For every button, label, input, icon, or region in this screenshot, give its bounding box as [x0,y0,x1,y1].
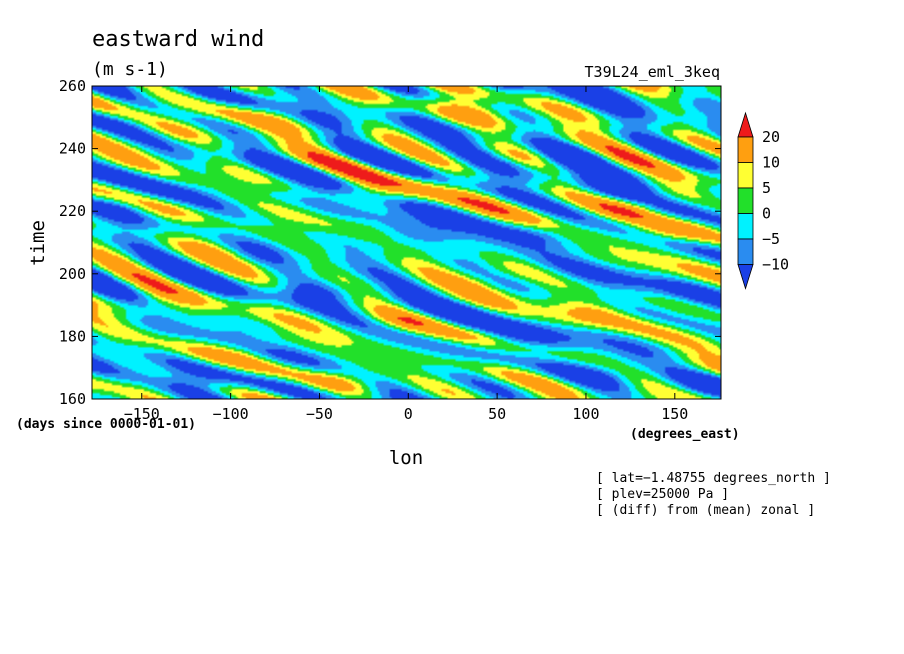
x-tick-label: 0 [404,405,413,423]
y-tick-label: 200 [59,265,86,283]
colorbar: 20 10 5 0 −5 −10 [737,111,789,290]
colorbar-label: 20 [762,128,780,146]
x-units-label: (degrees_east) [630,427,740,442]
y-tick-label: 160 [59,390,86,408]
colorbar-label: −10 [762,256,789,274]
x-tick-label: −50 [306,405,333,423]
y-tick-label: 180 [59,327,86,345]
y-tick-label: 220 [59,202,86,220]
y-axis: 160 180 200 220 240 260 [59,77,721,408]
x-tick-label: 150 [661,405,688,423]
x-tick-label: −150 [124,405,160,423]
annotation-notes: [ lat=−1.48755 degrees_north ] [ plev=25… [596,471,831,518]
colorbar-extend-low [737,264,754,290]
wind-heatmap [92,86,721,399]
dataset-label: T39L24_eml_3keq [585,63,720,81]
colorbar-segment [737,238,754,265]
x-axis: −150 −100 −50 0 50 100 150 [124,86,688,423]
y-units-label: (days since 0000-01-01) [16,417,196,432]
plot-frame [91,85,722,400]
y-tick-label: 260 [59,77,86,95]
colorbar-label: 10 [762,154,780,172]
colorbar-segment [737,213,754,240]
colorbar-extend-high [737,111,754,138]
chart-title: eastward wind [92,27,264,52]
colorbar-label: −5 [762,230,780,248]
y-tick-label: 240 [59,140,86,158]
x-tick-label: 50 [488,405,506,423]
colorbar-label: 5 [762,179,771,197]
y-axis-title: time [27,220,49,266]
x-tick-label: 100 [572,405,599,423]
colorbar-segment [737,136,754,163]
colorbar-label: 0 [762,205,771,223]
chart-units: (m s-1) [92,59,168,80]
colorbar-segment [737,187,754,214]
x-tick-label: −100 [213,405,249,423]
colorbar-segment [737,162,754,189]
note-line: [ lat=−1.48755 degrees_north ] [596,471,831,486]
note-line: [ (diff) from (mean) zonal ] [596,503,815,518]
plot-area [91,85,722,400]
note-line: [ plev=25000 Pa ] [596,487,729,502]
x-axis-title: lon [389,447,423,469]
